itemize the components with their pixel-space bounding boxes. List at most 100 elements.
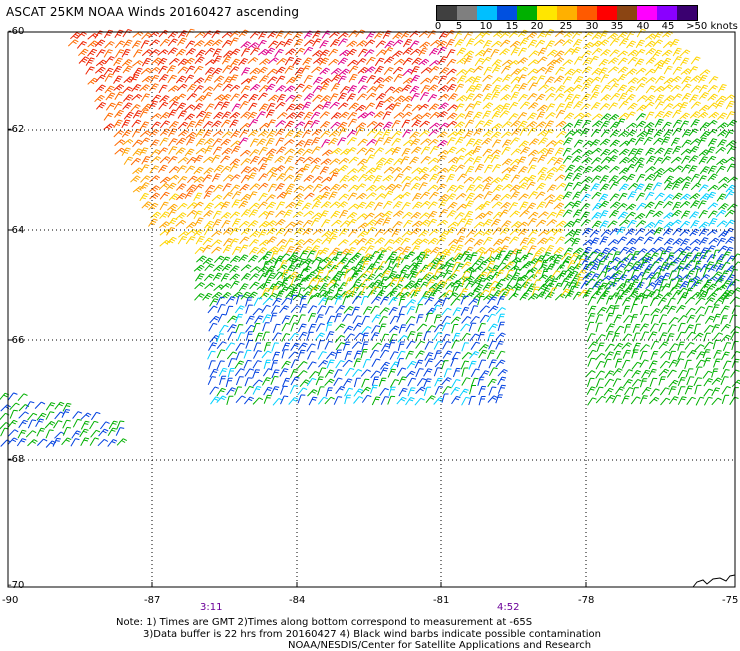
wind-barb [725, 100, 735, 110]
wind-barb [389, 315, 399, 325]
wind-barb [159, 211, 170, 220]
wind-barb [527, 149, 539, 157]
wind-barb [275, 85, 286, 93]
wind-barb [672, 109, 682, 119]
wind-barb [600, 84, 611, 93]
wind-barb [634, 58, 645, 67]
wind-barb [139, 192, 149, 202]
wind-barb [249, 202, 260, 210]
wind-barb [618, 38, 629, 47]
wind-barb [581, 157, 593, 164]
wind-barb [373, 111, 385, 118]
wind-barb [167, 85, 179, 92]
wind-barb [640, 289, 651, 297]
wind-barb [581, 50, 592, 58]
wind-barb [587, 349, 597, 359]
wind-barb [437, 219, 448, 227]
wind-barb [510, 120, 521, 128]
wind-barb [356, 213, 368, 220]
wind-barb [405, 280, 416, 289]
wind-barb [294, 67, 305, 76]
wind-barb [690, 56, 701, 65]
wind-barb [689, 228, 700, 237]
wind-barb [355, 127, 365, 136]
wind-barb [342, 341, 351, 351]
wind-barb [640, 331, 649, 341]
wind-barb [668, 396, 679, 405]
wind-barb [392, 201, 403, 209]
wind-barb [645, 291, 656, 299]
wind-barb [658, 376, 666, 386]
wind-barb [607, 78, 619, 85]
wind-barb [317, 340, 325, 350]
wind-barb [482, 48, 493, 57]
wind-barb [648, 277, 656, 287]
wind-barb [375, 49, 387, 57]
wind-barb [396, 277, 405, 287]
wind-barb [451, 324, 459, 334]
wind-barb [149, 74, 160, 84]
wind-barb [621, 342, 632, 350]
wind-barb [229, 84, 241, 92]
wind-barb [721, 251, 731, 260]
wind-barb [572, 228, 582, 238]
wind-barb [660, 305, 670, 314]
wind-barb [703, 324, 714, 333]
wind-barb [599, 30, 609, 39]
wind-barb [571, 200, 582, 209]
wind-barb [446, 112, 458, 120]
wind-barb [344, 387, 354, 397]
wind-barb [632, 251, 640, 261]
wind-barb [344, 277, 353, 287]
wind-barb [596, 295, 606, 304]
wind-barb [339, 49, 351, 57]
wind-barb [258, 192, 268, 202]
wind-barb [398, 306, 407, 316]
wind-barb [555, 209, 565, 218]
wind-barb [299, 379, 310, 388]
wind-barb [617, 31, 628, 39]
wind-barb [721, 280, 731, 289]
wind-barb [301, 129, 312, 139]
wind-barb [321, 237, 332, 245]
wind-barb [726, 145, 737, 155]
wind-barb [122, 138, 134, 146]
wind-barb [306, 250, 316, 259]
wind-barb [78, 48, 89, 57]
wind-barb [229, 163, 239, 173]
wind-barb [644, 221, 656, 229]
wind-barb [526, 181, 536, 190]
wind-barb [247, 220, 259, 228]
wind-barb [609, 83, 620, 91]
wind-barb [630, 287, 640, 297]
wind-barb [456, 203, 467, 211]
wind-barb [284, 56, 295, 66]
wind-barb [337, 137, 347, 146]
wind-barb [625, 246, 637, 254]
colorbar-segment [497, 6, 517, 20]
wind-barb [717, 112, 728, 121]
wind-barb [585, 278, 596, 287]
wind-barb [167, 47, 178, 55]
wind-barb [562, 147, 572, 157]
wind-barb [107, 439, 118, 447]
wind-barb [346, 211, 358, 219]
wind-barb [527, 68, 539, 76]
wind-barb [510, 68, 522, 76]
wind-barb [310, 119, 320, 129]
wind-barb [675, 304, 686, 313]
wind-barb [495, 394, 503, 404]
wind-barb [159, 221, 170, 229]
lat-label-62: -62 [8, 124, 25, 135]
wind-barb [418, 58, 430, 66]
wind-barb [131, 93, 143, 101]
wind-barb [247, 111, 258, 120]
wind-barb [370, 261, 380, 270]
wind-barb [213, 111, 224, 120]
wind-barb [546, 211, 557, 220]
wind-barb [286, 112, 297, 120]
wind-barb [625, 85, 636, 94]
wind-barb [478, 359, 487, 369]
wind-barb [731, 379, 740, 388]
wind-barb [141, 32, 152, 40]
